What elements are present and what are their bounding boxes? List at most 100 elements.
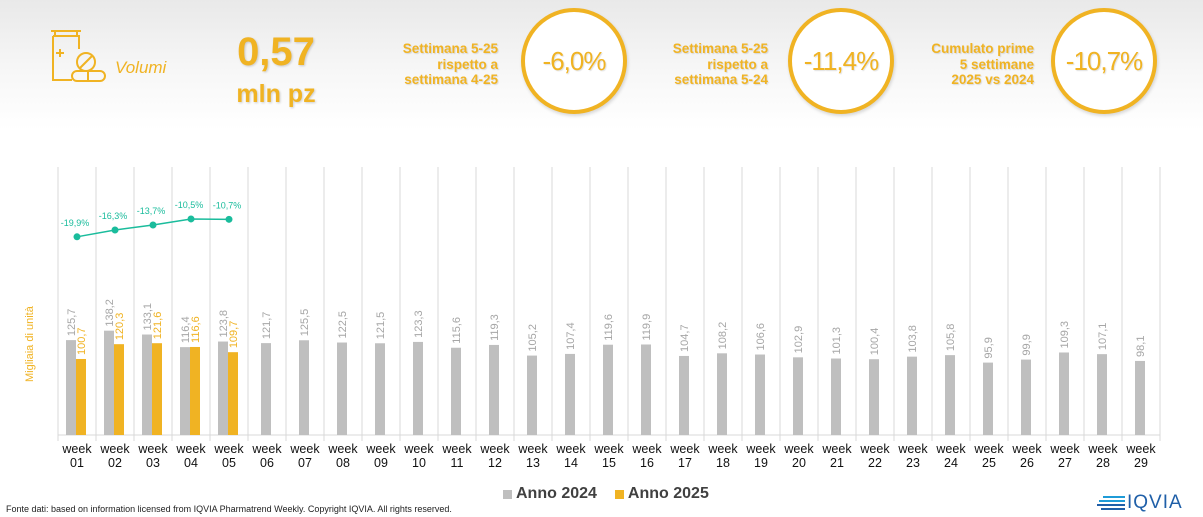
- bar-2024: [142, 334, 152, 435]
- x-tick-label-week: week: [745, 442, 776, 456]
- x-tick-label-number: 23: [906, 456, 920, 470]
- growth-point: [225, 215, 233, 223]
- bar-label-2024: 108,2: [717, 322, 729, 350]
- bar-label-2024: 115,6: [451, 317, 463, 344]
- x-tick-label-number: 05: [222, 456, 236, 470]
- x-tick-label-number: 09: [374, 456, 388, 470]
- x-tick-label-week: week: [1011, 442, 1042, 456]
- bar-label-2024: 125,7: [66, 309, 78, 337]
- comparison-1-value: -6,0%: [542, 45, 607, 76]
- iqvia-logo: IQVIA: [1097, 492, 1183, 514]
- source-footnote: Fonte dati: based on information license…: [6, 504, 452, 514]
- bar-2024: [945, 355, 955, 435]
- bar-2025: [190, 346, 200, 435]
- bar-2025: [114, 344, 124, 435]
- bar-2024: [299, 340, 309, 435]
- bar-label-2024: 107,1: [1097, 323, 1109, 351]
- bar-2024: [679, 355, 689, 435]
- bar-label-2024: 100,4: [869, 328, 881, 356]
- legend-label-2024: Anno 2024: [516, 485, 597, 502]
- comparison-1-line-1: Settimana 5-25: [402, 41, 498, 56]
- bar-label-2024: 98,1: [1135, 336, 1147, 357]
- x-tick-label-week: week: [1125, 442, 1156, 456]
- comparison-1-description: Settimana 5-25 rispetto a settimana 4-25: [380, 41, 498, 88]
- bar-label-2024: 125,5: [299, 309, 311, 337]
- x-tick-label-week: week: [327, 442, 358, 456]
- x-tick-label-number: 19: [754, 456, 768, 470]
- comparison-1-line-3: settimana 4-25: [404, 72, 498, 87]
- growth-label: -10,5%: [175, 200, 204, 210]
- bar-label-2024: 105,2: [527, 324, 539, 352]
- comparison-3-line-2: 5 settimane: [959, 56, 1034, 72]
- bar-2024: [261, 343, 271, 435]
- x-tick-label-week: week: [289, 442, 320, 456]
- x-tick-label-number: 13: [526, 456, 540, 470]
- x-tick-label-week: week: [897, 442, 928, 456]
- growth-point: [149, 221, 157, 229]
- bar-2024: [641, 344, 651, 435]
- bar-label-2024: 123,3: [413, 310, 425, 338]
- legend-item-2024: Anno 2024: [503, 485, 597, 503]
- x-tick-label-number: 01: [70, 456, 84, 470]
- x-tick-label-number: 15: [602, 456, 616, 470]
- bar-label-2024: 116,4: [180, 316, 192, 343]
- x-tick-label-week: week: [631, 442, 662, 456]
- x-tick-label-week: week: [859, 442, 890, 456]
- x-tick-label-week: week: [669, 442, 700, 456]
- growth-label: -13,7%: [137, 206, 166, 216]
- x-tick-label-week: week: [973, 442, 1004, 456]
- iqvia-lines-icon: [1097, 496, 1125, 510]
- comparison-1-line-2: rispetto a: [437, 56, 498, 72]
- bar-2024: [793, 357, 803, 435]
- bar-label-2024: 109,3: [1059, 321, 1071, 349]
- x-tick-label-week: week: [137, 442, 168, 456]
- x-tick-label-number: 21: [830, 456, 844, 470]
- x-tick-label-week: week: [1049, 442, 1080, 456]
- x-tick-label-week: week: [783, 442, 814, 456]
- bar-label-2024: 106,6: [755, 323, 767, 351]
- bar-label-2024: 99,9: [1021, 334, 1033, 355]
- logo-text: IQVIA: [1127, 492, 1183, 513]
- x-tick-label-week: week: [517, 442, 548, 456]
- x-tick-label-number: 07: [298, 456, 312, 470]
- bar-label-2024: 133,1: [142, 303, 154, 331]
- bar-2024: [1135, 360, 1145, 435]
- bar-label-2024: 119,3: [489, 314, 501, 341]
- kpi-label: Volumi: [115, 58, 167, 77]
- legend: Anno 2024 Anno 2025: [503, 485, 709, 503]
- bar-2024: [907, 356, 917, 435]
- x-tick-label-number: 02: [108, 456, 122, 470]
- bar-2025: [152, 343, 162, 435]
- bar-2024: [717, 353, 727, 435]
- pills-bottle-icon: [51, 30, 106, 82]
- bar-label-2024: 107,4: [565, 322, 577, 350]
- x-tick-label-number: 20: [792, 456, 806, 470]
- x-tick-label-number: 11: [451, 456, 464, 470]
- bar-label-2024: 121,5: [375, 312, 387, 340]
- x-tick-label-number: 16: [640, 456, 654, 470]
- growth-label: -16,3%: [99, 211, 128, 221]
- bar-2024: [603, 344, 613, 435]
- comparison-3-line-3: 2025 vs 2024: [951, 72, 1034, 87]
- bar-2024: [337, 342, 347, 435]
- bar-2024: [104, 330, 114, 435]
- x-tick-label-number: 17: [678, 456, 692, 470]
- bar-label-2024: 103,8: [907, 325, 919, 353]
- bar-label-2025: 109,7: [228, 321, 240, 349]
- x-tick-label-week: week: [251, 442, 282, 456]
- bar-label-2024: 105,8: [945, 324, 957, 352]
- bar-label-2024: 95,9: [983, 337, 995, 358]
- bar-label-2024: 119,9: [641, 314, 653, 341]
- kpi-value: 0,57: [237, 30, 315, 74]
- x-tick-label-number: 28: [1096, 456, 1110, 470]
- bar-label-2024: 123,8: [218, 310, 230, 338]
- bar-2024: [1021, 359, 1031, 435]
- comparison-2-value: -11,4%: [803, 45, 879, 76]
- x-tick-label-number: 22: [868, 456, 882, 470]
- growth-label: -10,7%: [213, 200, 242, 210]
- growth-point: [73, 233, 81, 241]
- bar-2024: [413, 341, 423, 435]
- x-tick-label-week: week: [61, 442, 92, 456]
- x-tick-label-number: 10: [412, 456, 426, 470]
- bar-label-2024: 101,3: [831, 327, 843, 355]
